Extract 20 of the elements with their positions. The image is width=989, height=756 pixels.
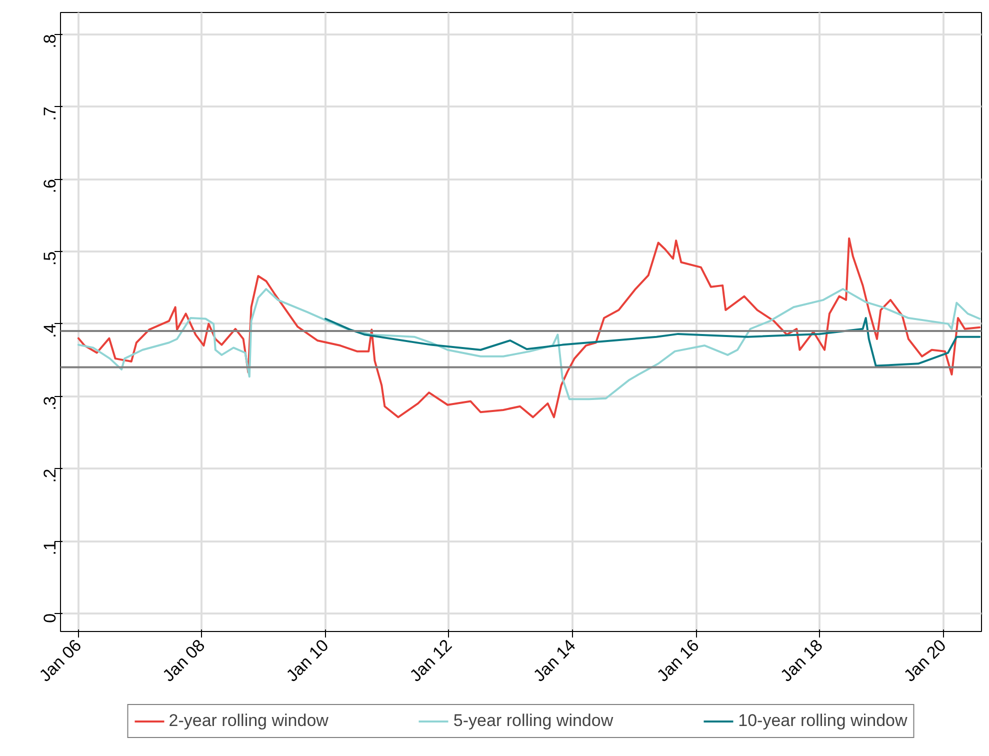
x-tick-label: Jan 06 [36,636,86,686]
legend-label: 2-year rolling window [168,711,328,731]
y-tick-label: .5 [40,251,60,266]
x-tick-label: Jan 20 [900,636,950,686]
y-tick-label: .2 [40,468,60,483]
x-tick-label: Jan 12 [406,636,456,686]
y-tick-label: .3 [40,396,60,410]
y-tick-label: 0 [40,613,60,623]
y-tick-label: .1 [40,540,60,556]
legend-label: 10-year rolling window [738,711,908,731]
x-tick-label: Jan 08 [159,636,209,686]
y-tick-label: .8 [40,34,60,48]
legend-label: 5-year rolling window [453,711,614,731]
x-tick-label: Jan 14 [530,636,580,686]
y-tick-label: .6 [40,179,60,194]
y-tick-label: .7 [40,106,60,121]
x-tick-label: Jan 16 [653,636,703,686]
x-tick-label: Jan 18 [776,636,826,686]
x-tick-label: Jan 10 [282,636,332,686]
y-tick-label: .4 [40,324,60,338]
